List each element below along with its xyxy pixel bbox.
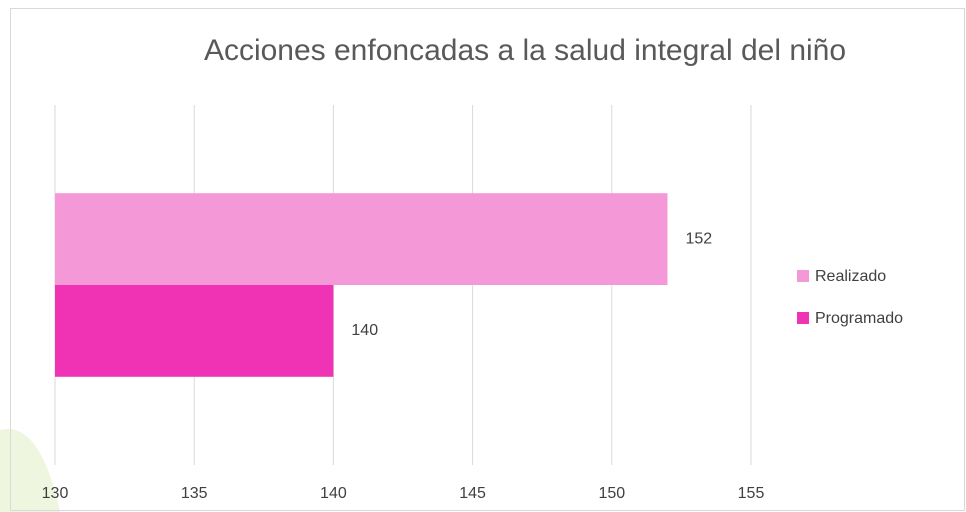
legend-label: Realizado [815, 268, 886, 285]
bar [55, 285, 334, 377]
bar [55, 193, 668, 285]
legend-swatch [797, 270, 809, 282]
data-label: 152 [685, 230, 712, 247]
chart-border [10, 8, 965, 511]
x-tick-label: 150 [598, 485, 625, 502]
x-tick-label: 155 [738, 485, 765, 502]
data-label: 140 [351, 322, 378, 339]
x-tick-label: 135 [181, 485, 208, 502]
legend-label: Programado [815, 310, 903, 327]
x-tick-label: 130 [42, 485, 69, 502]
x-tick-label: 145 [459, 485, 486, 502]
legend-swatch [797, 312, 809, 324]
background-shape [0, 429, 60, 512]
chart-title: Acciones enfoncadas a la salud integral … [204, 34, 846, 67]
x-tick-label: 140 [320, 485, 347, 502]
